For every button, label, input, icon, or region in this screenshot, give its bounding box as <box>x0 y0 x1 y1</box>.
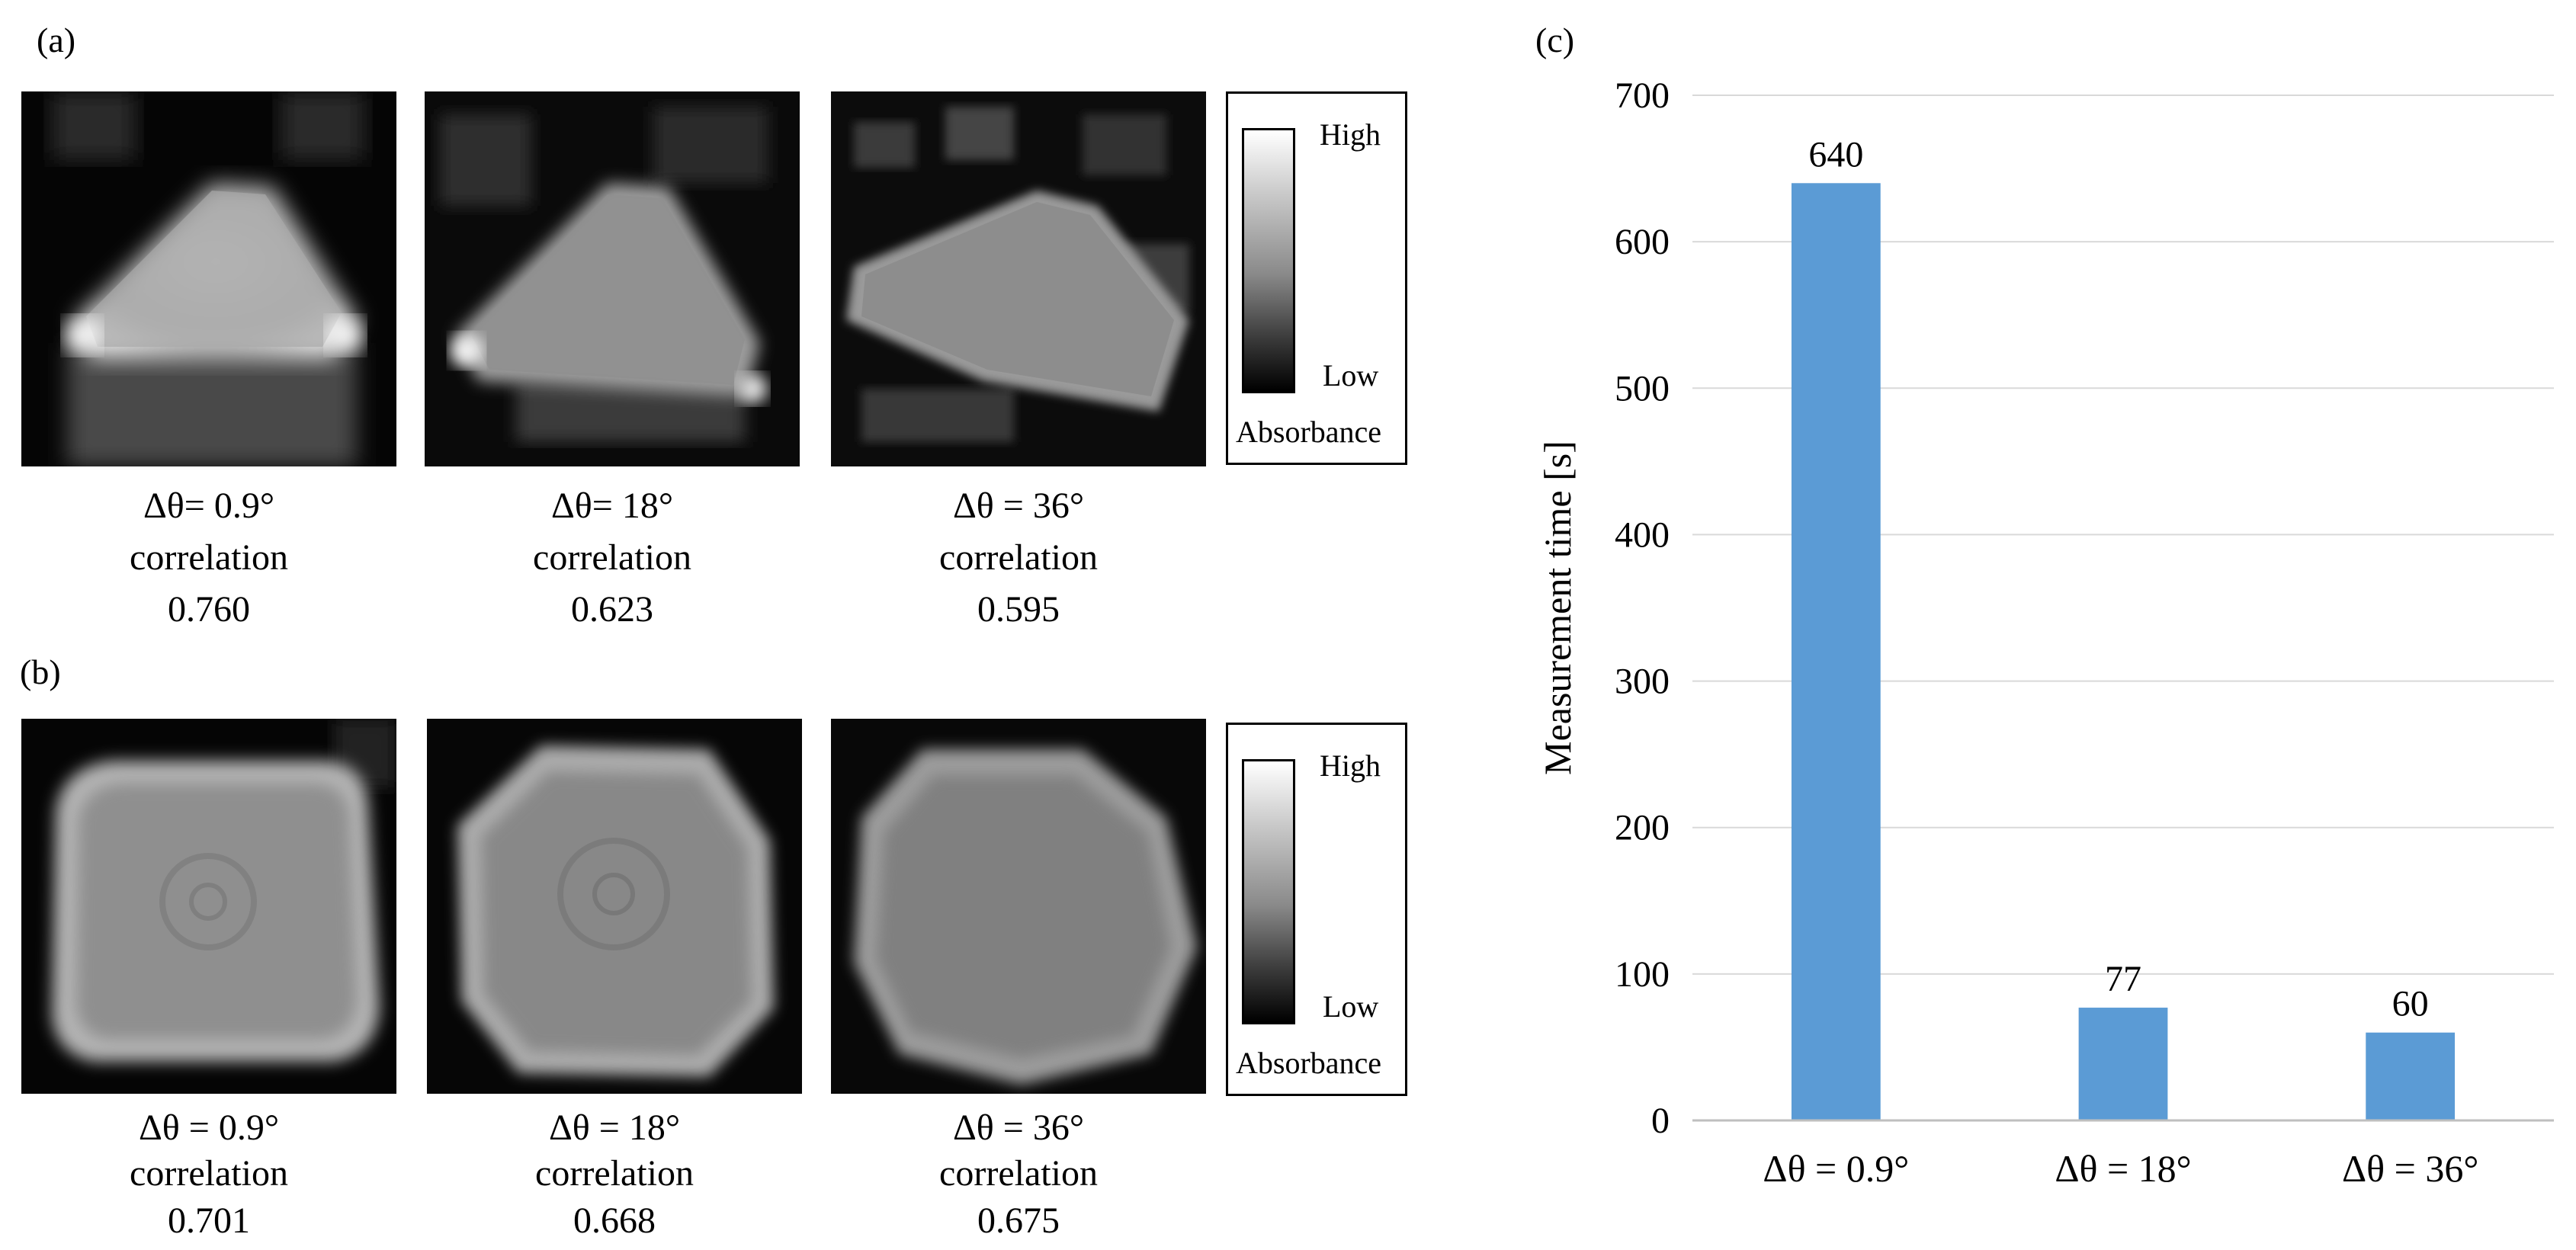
bar-data-label: 60 <box>2392 984 2429 1024</box>
correlation-label: correlation <box>535 1153 694 1194</box>
angle-label: Δθ = 0.9° <box>138 1107 280 1148</box>
reconstruction-image-b1 <box>21 719 396 1094</box>
correlation-label: correlation <box>130 537 288 578</box>
colorbar-high-label: High <box>1320 117 1381 152</box>
bar <box>1791 183 1881 1120</box>
reconstruction-image-a2 <box>425 91 800 466</box>
angle-label: Δθ = 36° <box>952 486 1085 526</box>
angle-label: Δθ= 0.9° <box>143 486 275 526</box>
correlation-label: correlation <box>939 537 1098 578</box>
panel-a-label: (a) <box>37 21 76 59</box>
panel-b-label: (b) <box>20 652 61 691</box>
caption-a3: Δθ = 36° correlation 0.595 <box>828 480 1209 636</box>
angle-label: Δθ= 18° <box>550 486 674 526</box>
reconstruction-image-b2 <box>427 719 802 1094</box>
colorbar-legend-a: High Low Absorbance <box>1226 91 1407 465</box>
correlation-value: 0.623 <box>571 589 653 630</box>
bar <box>2366 1032 2456 1120</box>
panel-c-label: (c) <box>1535 21 1575 59</box>
y-tick-label: 300 <box>1615 662 1670 702</box>
colorbar-legend-b: High Low Absorbance <box>1226 723 1407 1096</box>
caption-b2: Δθ = 18° correlation 0.668 <box>424 1105 805 1245</box>
caption-a2: Δθ= 18° correlation 0.623 <box>422 480 803 636</box>
colorbar-low-label: Low <box>1323 989 1379 1024</box>
bar <box>2078 1008 2168 1120</box>
correlation-value: 0.668 <box>573 1200 656 1241</box>
colorbar-gradient <box>1242 759 1295 1024</box>
angle-label: Δθ = 18° <box>548 1107 681 1148</box>
y-tick-label: 200 <box>1615 808 1670 848</box>
correlation-value: 0.595 <box>977 589 1060 630</box>
correlation-value: 0.675 <box>977 1200 1060 1241</box>
measurement-time-bar-chart: 0 100 200 300 400 500 600 700 640 Δθ = 0.9° 77 Δθ … <box>1536 75 2554 1190</box>
y-tick-label: 400 <box>1615 514 1670 555</box>
y-axis-label: Measurement time [s] <box>1536 441 1579 775</box>
colorbar-gradient <box>1242 128 1295 393</box>
angle-label: Δθ = 36° <box>952 1107 1085 1148</box>
reconstruction-image-a3 <box>831 91 1206 466</box>
x-category-label: Δθ = 36° <box>2342 1147 2478 1190</box>
y-tick-label: 500 <box>1615 368 1670 409</box>
y-tick-label: 0 <box>1651 1101 1670 1141</box>
colorbar-title: Absorbance <box>1236 415 1382 449</box>
caption-a1: Δθ= 0.9° correlation 0.760 <box>18 480 399 636</box>
correlation-value: 0.701 <box>168 1200 250 1241</box>
correlation-label: correlation <box>939 1153 1098 1194</box>
colorbar-title: Absorbance <box>1236 1046 1382 1080</box>
y-tick-label: 100 <box>1615 954 1670 995</box>
y-tick-label: 700 <box>1615 75 1670 116</box>
bar-data-label: 77 <box>2105 959 2141 999</box>
bar-data-label: 640 <box>1808 134 1863 175</box>
caption-b1: Δθ = 0.9° correlation 0.701 <box>18 1105 399 1245</box>
x-category-label: Δθ = 18° <box>2055 1147 2191 1190</box>
y-tick-label: 600 <box>1615 222 1670 262</box>
caption-b3: Δθ = 36° correlation 0.675 <box>828 1105 1209 1245</box>
colorbar-high-label: High <box>1320 748 1381 783</box>
colorbar-low-label: Low <box>1323 358 1379 393</box>
correlation-label: correlation <box>533 537 691 578</box>
x-category-label: Δθ = 0.9° <box>1763 1147 1909 1190</box>
reconstruction-image-a1 <box>21 91 396 466</box>
correlation-value: 0.760 <box>168 589 250 630</box>
reconstruction-image-b3 <box>831 719 1206 1094</box>
correlation-label: correlation <box>130 1153 288 1194</box>
